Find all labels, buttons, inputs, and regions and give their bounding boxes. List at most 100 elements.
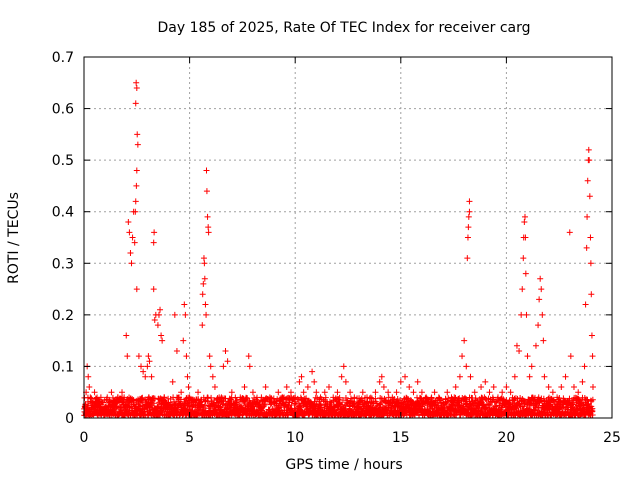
data-point [347,389,354,396]
data-point [414,378,421,385]
data-point [403,395,410,402]
data-point [150,239,157,246]
data-point [390,396,397,403]
x-tick-label: 0 [80,430,89,446]
data-point [154,322,161,329]
data-point [499,389,506,396]
data-point [463,363,470,370]
data-point [399,399,406,406]
data-point [86,384,93,391]
data-point [334,389,341,396]
data-point [203,311,210,318]
data-point [300,389,307,396]
data-point [245,353,252,360]
data-point [516,347,523,354]
data-point [436,397,443,404]
data-point [566,229,573,236]
data-point [275,389,282,396]
data-point [93,399,100,406]
data-point [554,394,561,401]
data-point [292,394,299,401]
data-point [587,260,594,267]
data-point [580,402,587,409]
data-point [157,306,164,313]
axis-ticks [83,56,613,419]
data-point [151,400,158,407]
data-point [114,394,121,401]
data-points [81,79,596,419]
plot-frame [83,56,613,419]
data-point [199,322,206,329]
data-point [342,378,349,385]
x-tick-label: 10 [286,430,304,446]
data-point [106,399,113,406]
data-point [440,399,447,406]
data-point [186,394,193,401]
data-point [209,373,216,380]
data-point [82,404,89,411]
data-point [211,384,218,391]
data-point [492,399,499,406]
data-point [351,394,358,401]
data-point [311,378,318,385]
data-point [582,301,589,308]
data-point [325,384,332,391]
data-point [200,255,207,262]
data-point [321,389,328,396]
data-point [452,412,459,419]
data-point [465,213,472,220]
data-point [589,353,596,360]
data-point [129,234,136,241]
data-point [203,167,210,174]
data-point [317,394,324,401]
data-point [108,389,115,396]
data-point [254,399,261,406]
data-point [535,322,542,329]
data-point [183,353,190,360]
data-point [567,353,574,360]
data-point [199,291,206,298]
data-point [258,394,265,401]
data-point [478,384,485,391]
data-point [490,384,497,391]
data-point [418,389,425,396]
data-point [168,404,175,411]
data-point [150,286,157,293]
data-point [133,84,140,91]
data-point [524,353,531,360]
data-point [558,384,565,391]
data-point [537,275,544,282]
data-point [589,411,596,418]
data-point [201,260,208,267]
data-point [204,213,211,220]
y-tick-label: 0.7 [52,50,74,66]
data-point [589,405,596,412]
data-point [276,404,283,411]
data-point [338,373,345,380]
data-point [262,384,269,391]
data-point [586,157,593,164]
data-point [359,389,366,396]
data-point [202,301,209,308]
data-point [589,396,596,403]
data-point [521,219,528,226]
data-point [482,378,489,385]
data-point [127,249,134,256]
data-point [132,208,139,215]
x-axis-label: GPS time / hours [285,457,402,473]
data-point [97,394,104,401]
data-point [570,384,577,391]
data-point [513,342,520,349]
data-point [220,363,227,370]
data-point [195,389,202,396]
data-point [224,358,231,365]
data-point [588,291,595,298]
data-point [364,398,371,405]
data-point [589,384,596,391]
data-point [102,404,109,411]
data-point [575,389,582,396]
data-point [431,389,438,396]
data-point [397,378,404,385]
data-point [519,286,526,293]
